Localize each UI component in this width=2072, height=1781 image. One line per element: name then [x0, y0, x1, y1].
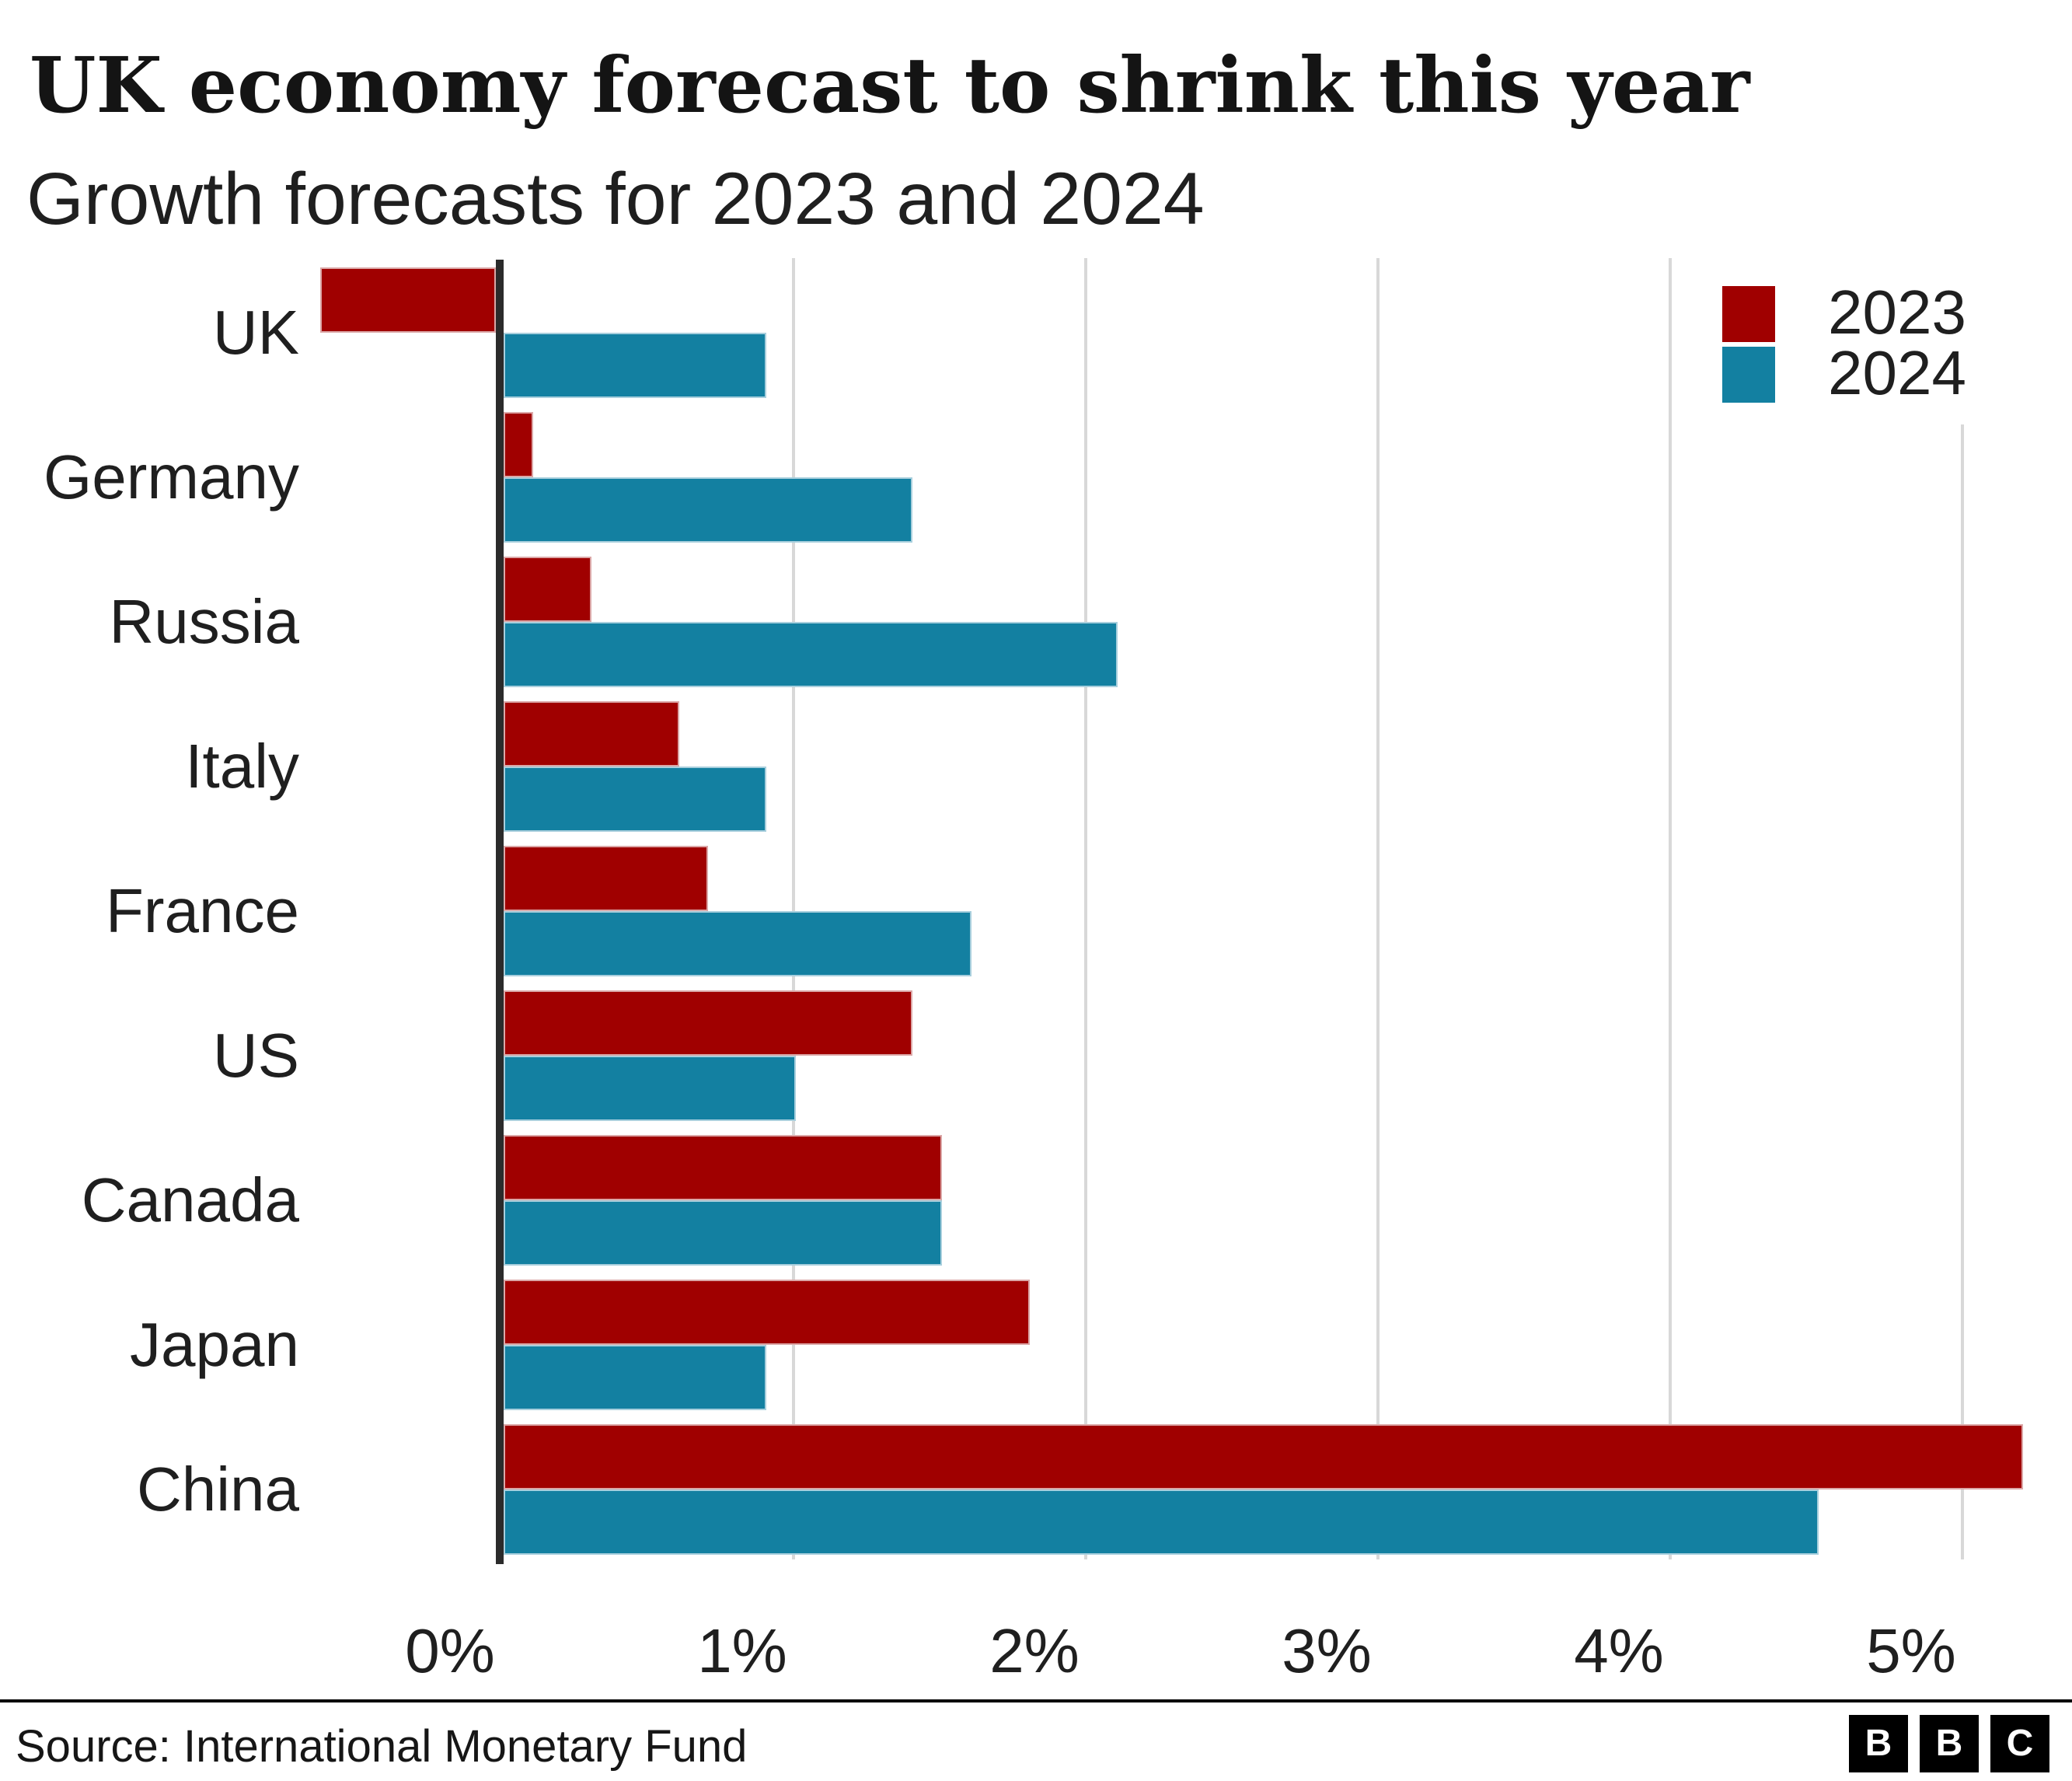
x-tick-0%: 0%	[405, 1616, 495, 1685]
x-tick-3%: 3%	[1282, 1616, 1372, 1685]
bar-2023-china	[504, 1424, 2023, 1489]
bar-2023-italy	[504, 701, 679, 767]
legend-label-2023: 2023	[1828, 278, 1966, 347]
bar-2023-germany	[504, 412, 533, 477]
bar-2024-italy	[504, 767, 766, 832]
row-label-france: France	[106, 876, 299, 945]
bar-2024-japan	[504, 1345, 766, 1410]
source-credit: Source: International Monetary Fund	[16, 1721, 748, 1772]
bar-2023-uk	[320, 267, 496, 333]
legend: 2023 2024	[1702, 258, 2028, 424]
row-label-germany: Germany	[44, 442, 299, 512]
row-label-china: China	[136, 1454, 299, 1524]
gridline-5%	[1961, 258, 1964, 1559]
chart-title: UK economy forecast to shrink this year	[30, 41, 1750, 131]
row-label-uk: UK	[212, 298, 299, 367]
gridline-3%	[1376, 258, 1380, 1559]
bar-2023-japan	[504, 1280, 1030, 1345]
footer-divider	[0, 1699, 2072, 1702]
gridline-2%	[1084, 258, 1087, 1559]
legend-swatch-2023	[1722, 286, 1775, 342]
bar-2024-france	[504, 911, 971, 976]
x-tick-2%: 2%	[989, 1616, 1080, 1685]
row-label-russia: Russia	[109, 587, 299, 656]
bar-2023-us	[504, 990, 912, 1056]
bar-2024-canada	[504, 1200, 942, 1266]
bar-2023-france	[504, 846, 708, 911]
bar-2023-canada	[504, 1135, 942, 1200]
bbc-logo: B B C	[1849, 1715, 2049, 1772]
row-label-italy: Italy	[185, 732, 299, 801]
bar-2024-us	[504, 1056, 796, 1121]
row-label-us: US	[212, 1021, 299, 1090]
x-tick-4%: 4%	[1574, 1616, 1664, 1685]
bbc-logo-block-c: C	[1990, 1715, 2049, 1772]
gridline-1%	[792, 258, 795, 1559]
legend-swatch-2024	[1722, 347, 1775, 403]
bar-2024-russia	[504, 622, 1118, 687]
row-label-canada: Canada	[81, 1165, 299, 1234]
row-label-japan: Japan	[130, 1310, 299, 1379]
bbc-logo-block-b1: B	[1849, 1715, 1908, 1772]
legend-label-2024: 2024	[1828, 338, 1966, 407]
x-tick-5%: 5%	[1866, 1616, 1956, 1685]
bar-2023-russia	[504, 557, 591, 622]
gridline-4%	[1669, 258, 1672, 1559]
chart-subtitle: Growth forecasts for 2023 and 2024	[26, 158, 1205, 240]
x-tick-1%: 1%	[697, 1616, 787, 1685]
bbc-logo-block-b2: B	[1920, 1715, 1979, 1772]
zero-axis-line	[496, 260, 504, 1564]
bar-2024-germany	[504, 477, 912, 543]
bar-2024-china	[504, 1489, 1819, 1555]
bar-2024-uk	[504, 333, 766, 398]
